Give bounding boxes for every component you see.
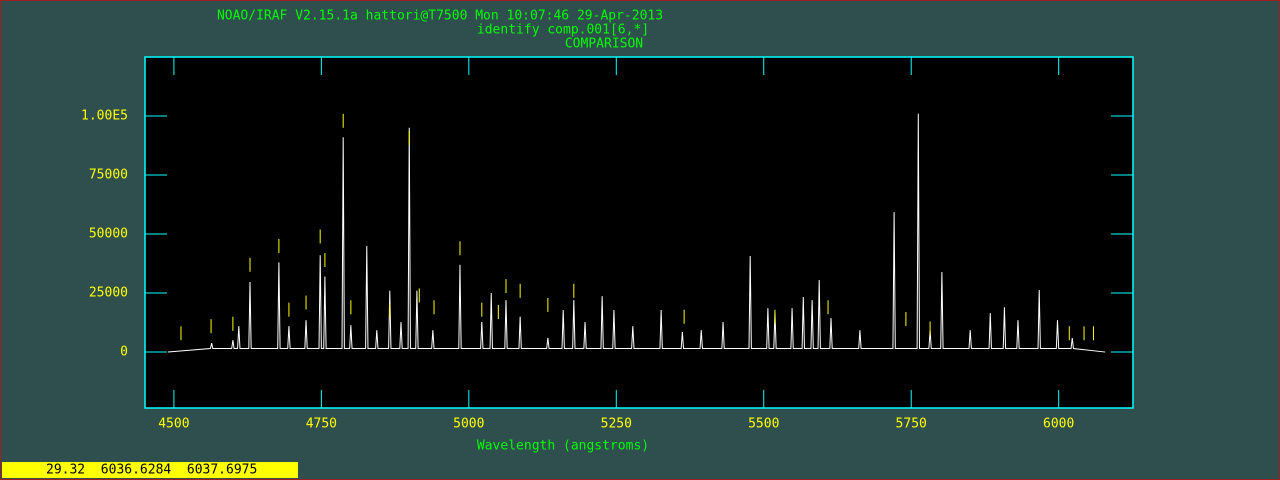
x-tick-label: 4500 (158, 417, 189, 432)
x-axis-label: Wavelength (angstroms) (477, 439, 649, 454)
y-tick-label: 0 (120, 345, 128, 360)
status-bar (2, 462, 298, 478)
y-tick-label: 50000 (89, 227, 128, 242)
x-tick-label: 5750 (896, 417, 927, 432)
title-line: COMPARISON (565, 37, 643, 52)
x-tick-label: 5000 (453, 417, 484, 432)
x-tick-label: 5500 (748, 417, 779, 432)
title-line: identify comp.001[6,*] (477, 23, 649, 38)
y-tick-label: 25000 (89, 286, 128, 301)
plot-area (144, 56, 1134, 409)
spectrum-line (167, 113, 1106, 353)
x-tick-label: 6000 (1043, 417, 1074, 432)
x-tick-label: 5250 (601, 417, 632, 432)
title-line: NOAO/IRAF V2.15.1a hattori@T7500 Mon 10:… (217, 9, 663, 24)
status-text: 29.32 6036.6284 6037.6975 (46, 463, 257, 478)
y-tick-label: 1.00E5 (81, 109, 128, 124)
y-tick-label: 75000 (89, 168, 128, 183)
x-tick-label: 4750 (306, 417, 337, 432)
